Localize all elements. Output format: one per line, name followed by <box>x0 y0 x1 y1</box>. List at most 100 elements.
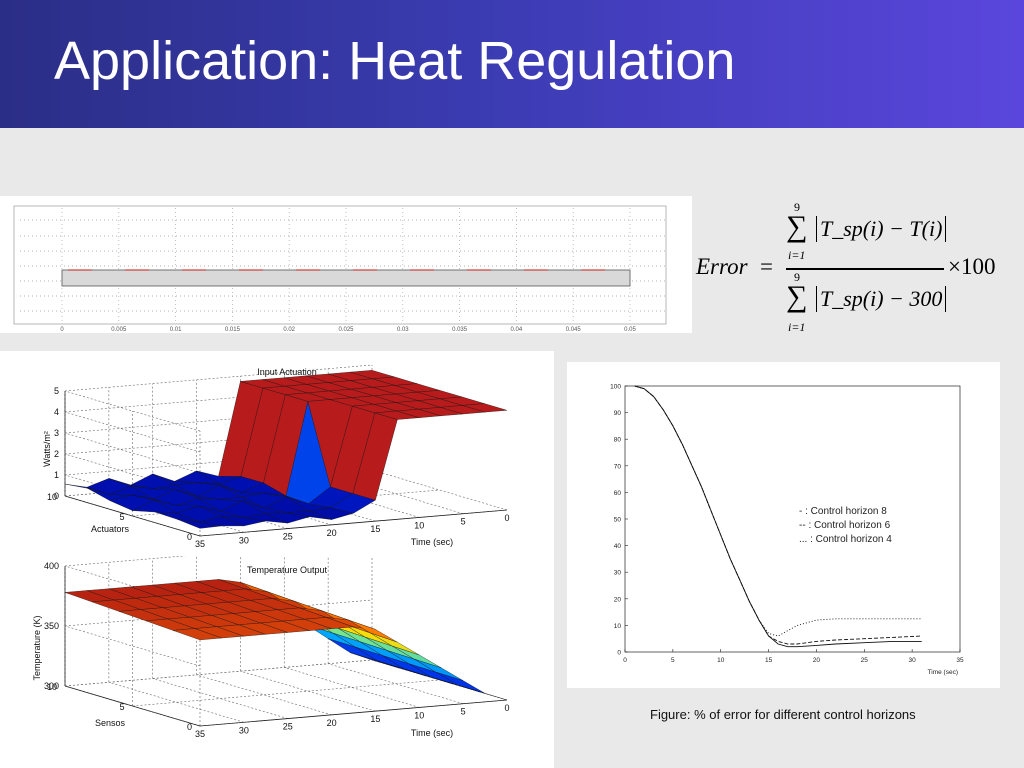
strip-x-tick: 0.02 <box>283 327 295 333</box>
error-y-tick: 30 <box>614 570 622 577</box>
error-line-chart: 0 5 10 15 20 25 30 35 0 10 20 30 40 50 60 70 80 90 100 - : … <box>610 384 964 677</box>
actuation-time-tick: 5 <box>461 517 466 527</box>
temperature-gridline <box>196 674 332 716</box>
actuation-y-tick: 0 <box>187 532 192 542</box>
error-y-tick: 100 <box>610 384 621 391</box>
actuation-axis <box>199 509 508 537</box>
actuation-time-tick: 10 <box>414 520 424 530</box>
temperature-time-tick: 30 <box>239 725 249 735</box>
temperature-gridline <box>132 679 440 707</box>
sum-lower-num: i=1 <box>788 248 806 262</box>
temperature-y-tick: 5 <box>119 702 124 712</box>
temperature-time-tick: 25 <box>283 722 293 732</box>
actuation-gridline <box>64 432 201 474</box>
error-x-tick: 10 <box>717 657 725 664</box>
temperature-axis <box>199 699 508 727</box>
temperature-gridline <box>108 681 244 723</box>
top-strip-panel: 0 0.005 0.01 0.015 0.02 0.025 0.03 0.035 0.04 0.0… <box>0 196 692 333</box>
error-x-tick: 35 <box>956 657 964 664</box>
actuation-axis <box>64 495 201 537</box>
error-x-tick: 25 <box>861 657 869 664</box>
temperature-gridline <box>64 565 201 607</box>
temperature-gridline <box>64 625 201 667</box>
error-x-tick: 30 <box>909 657 917 664</box>
temperature-y-tick: 0 <box>187 722 192 732</box>
error-y-tick: 70 <box>614 463 622 470</box>
figure-caption: Figure: % of error for different control… <box>650 707 916 722</box>
error-x-tick: 5 <box>671 657 675 664</box>
strip-frame <box>13 205 667 325</box>
temperature-time-tick: 10 <box>414 710 424 720</box>
actuation-time-tick: 20 <box>327 528 337 538</box>
actuation-y-tick: 10 <box>47 492 57 502</box>
surface-plots-panel: 35 30 25 20 15 10 5 0 0 5 10 0 1 2 3 4 5 Input Actuation T… <box>0 351 554 768</box>
temperature-ylabel: Sensos <box>95 718 126 728</box>
temperature-gridline <box>152 678 288 719</box>
temperature-gridline <box>284 667 420 708</box>
error-y-tick: 80 <box>614 437 622 444</box>
temperature-gridline <box>240 670 376 712</box>
actuation-z-tick: 1 <box>54 470 59 480</box>
actuation-gridline <box>64 453 201 495</box>
error-y-tick: 10 <box>614 623 622 630</box>
error-plot-frame <box>624 385 961 653</box>
error-legend-entry: -- : Control horizon 6 <box>799 520 891 531</box>
temperature-y-tick: 10 <box>47 682 57 692</box>
actuation-gridline <box>371 469 508 511</box>
error-x-tick: 15 <box>765 657 773 664</box>
title-bar: Application: Heat Regulation <box>0 0 1024 128</box>
formula-denominator: T_sp(i) − 300 <box>816 286 947 312</box>
actuation-z-tick: 3 <box>54 428 59 438</box>
temperature-title: Temperature Output <box>247 565 328 575</box>
actuation-z-tick: 5 <box>54 386 59 396</box>
actuation-time-tick: 0 <box>504 513 509 523</box>
error-y-tick: 60 <box>614 490 622 497</box>
temperature-surface-patch <box>458 685 508 701</box>
error-y-tick: 0 <box>617 650 621 657</box>
formula-multiplier: ×100 <box>948 254 996 279</box>
sum-upper-num: 9 <box>794 200 800 214</box>
fraction-bar <box>786 268 944 270</box>
strip-x-tick: 0.025 <box>338 327 354 333</box>
temperature-gridline <box>64 599 373 627</box>
actuation-title: Input Actuation <box>257 367 317 377</box>
temperature-gridline <box>328 663 464 705</box>
error-y-tick: 20 <box>614 596 622 603</box>
strip-x-tick: 0.005 <box>111 327 127 333</box>
error-formula: Error = 9 ∑ i=1 T_sp(i) − T(i) 9 ∑ i=1 T… <box>692 196 1017 344</box>
error-xlabel: Time (sec) <box>928 669 958 676</box>
temperature-gridline <box>64 659 373 687</box>
error-legend-entry: ... : Control horizon 4 <box>799 534 892 545</box>
actuation-gridline <box>64 411 201 453</box>
strip-x-tick: 0.04 <box>511 327 523 333</box>
error-y-tick: 50 <box>614 517 622 524</box>
temperature-z-tick: 400 <box>44 561 59 571</box>
actuation-y-tick: 5 <box>119 512 124 522</box>
strip-x-tick: 0.03 <box>397 327 409 333</box>
actuation-gridline <box>64 390 201 432</box>
actuation-gridline <box>132 489 440 517</box>
actuation-z-tick: 2 <box>54 449 59 459</box>
strip-x-tick: 0.035 <box>452 327 468 333</box>
formula-numerator: T_sp(i) − T(i) <box>816 216 947 242</box>
actuation-gridline <box>64 364 373 392</box>
temperature-z-tick: 300 <box>44 681 59 691</box>
temperature-time-tick: 5 <box>461 707 466 717</box>
sum-sign-num: ∑ <box>786 210 808 243</box>
error-x-tick: 0 <box>623 657 627 664</box>
temperature-surface-patch <box>436 672 486 694</box>
actuation-time-tick: 25 <box>283 532 293 542</box>
strip-x-tick: 0.01 <box>170 327 182 333</box>
strip-x-tick: 0 <box>60 327 64 333</box>
formula-equals: = <box>760 254 773 279</box>
formula-lhs: Error <box>696 254 748 279</box>
actuation-z-tick: 4 <box>54 407 59 417</box>
strip-x-tick: 0.015 <box>225 327 241 333</box>
actuation-surface-patch <box>462 403 508 413</box>
temperature-axis <box>64 685 201 727</box>
error-x-tick: 20 <box>813 657 821 664</box>
actuation-zlabel: Watts/m² <box>42 431 52 467</box>
temperature-time-tick: 15 <box>370 714 380 724</box>
temperature-xlabel: Time (sec) <box>411 728 453 738</box>
